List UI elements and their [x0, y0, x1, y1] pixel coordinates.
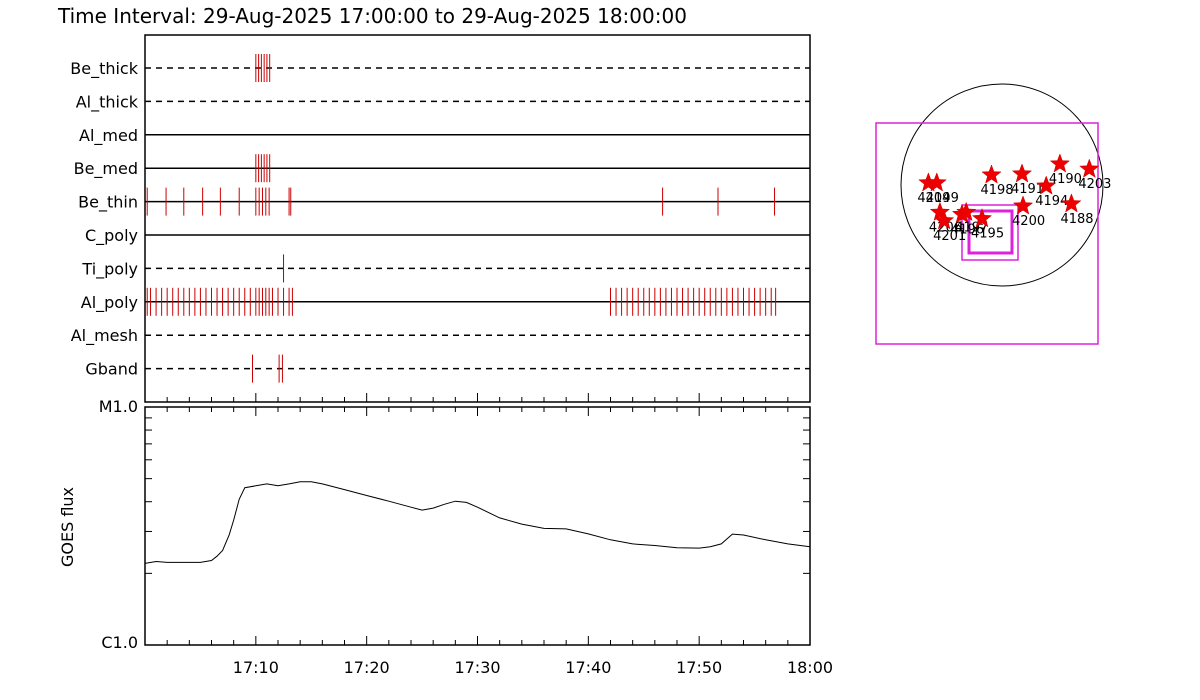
ar-star-4203 — [1079, 158, 1100, 178]
y-tick-label-bottom: C1.0 — [101, 633, 138, 652]
row-label-be_thick: Be_thick — [70, 59, 138, 79]
ar-label-4199: 4199 — [926, 191, 959, 206]
goes-flux-panel: M1.0 C1.0 GOES flux 17:10 17:20 17:30 17:40… — [58, 397, 833, 677]
ar-label-4203: 4203 — [1078, 177, 1111, 192]
ar-star-4191 — [1011, 163, 1033, 183]
ar-star-4199 — [926, 172, 947, 192]
row-label-gband: Gband — [85, 360, 138, 379]
ar-star-4198 — [981, 164, 1002, 184]
ar-label-4196: 4196 — [951, 222, 984, 237]
x-tick-label-4: 17:50 — [676, 658, 722, 677]
ar-star-4188 — [1061, 193, 1082, 213]
x-tick-label-2: 17:30 — [454, 658, 500, 677]
row-label-ti_poly: Ti_poly — [81, 259, 138, 279]
goes-ylabel: GOES flux — [58, 487, 77, 567]
ar-label-4201: 4201 — [933, 229, 966, 244]
ar-star-4194 — [1036, 175, 1057, 195]
x-tick-label-3: 17:40 — [565, 658, 611, 677]
ar-star-4197 — [956, 201, 977, 221]
timeline-frame — [144, 34, 811, 403]
ar-label-4194: 4194 — [1035, 194, 1068, 209]
ar-label-4206: 4206 — [929, 220, 962, 235]
row-label-c_poly: C_poly — [85, 226, 138, 246]
row-label-al_mesh: Al_mesh — [71, 326, 138, 346]
ar-label-4188: 4188 — [1060, 212, 1093, 227]
x-tick-label-0: 17:10 — [233, 658, 279, 677]
goes-frame — [144, 406, 811, 646]
goes-flux-line — [144, 481, 811, 564]
ar-label-4191: 4191 — [1011, 182, 1044, 197]
row-label-be_med: Be_med — [74, 159, 138, 179]
ar-star-4190 — [1049, 153, 1071, 173]
ar-star-4201 — [933, 210, 955, 230]
fov-middle-box — [961, 204, 1019, 261]
ar-label-4198: 4198 — [980, 183, 1013, 198]
ar-label-4204: 4204 — [917, 191, 950, 206]
filter-timeline-panel: Be_thick Al_thick Al_med Be_med Be_thin C_pol… — [70, 34, 811, 403]
x-tick-label-5: 18:00 — [787, 658, 833, 677]
ar-label-4195: 4195 — [971, 227, 1004, 242]
row-label-al_thick: Al_thick — [76, 92, 139, 112]
figure-title: Time Interval: 29-Aug-2025 17:00:00 to 2… — [57, 4, 687, 28]
y-tick-label-top: M1.0 — [99, 397, 138, 416]
row-label-be_thin: Be_thin — [78, 193, 138, 213]
row-label-al_med: Al_med — [79, 126, 138, 146]
fov-outer-box — [875, 122, 1099, 345]
x-tick-label-1: 17:20 — [344, 658, 390, 677]
row-label-al_poly: Al_poly — [81, 293, 138, 313]
ar-label-4200: 4200 — [1012, 214, 1045, 229]
ar-star-4200 — [1012, 195, 1034, 215]
fov-inner-box — [967, 209, 1014, 255]
ar-star-4206 — [929, 201, 951, 221]
ar-label-4190: 4190 — [1049, 172, 1082, 187]
ar-star-4195 — [971, 207, 993, 228]
solar-disk — [900, 83, 1104, 287]
